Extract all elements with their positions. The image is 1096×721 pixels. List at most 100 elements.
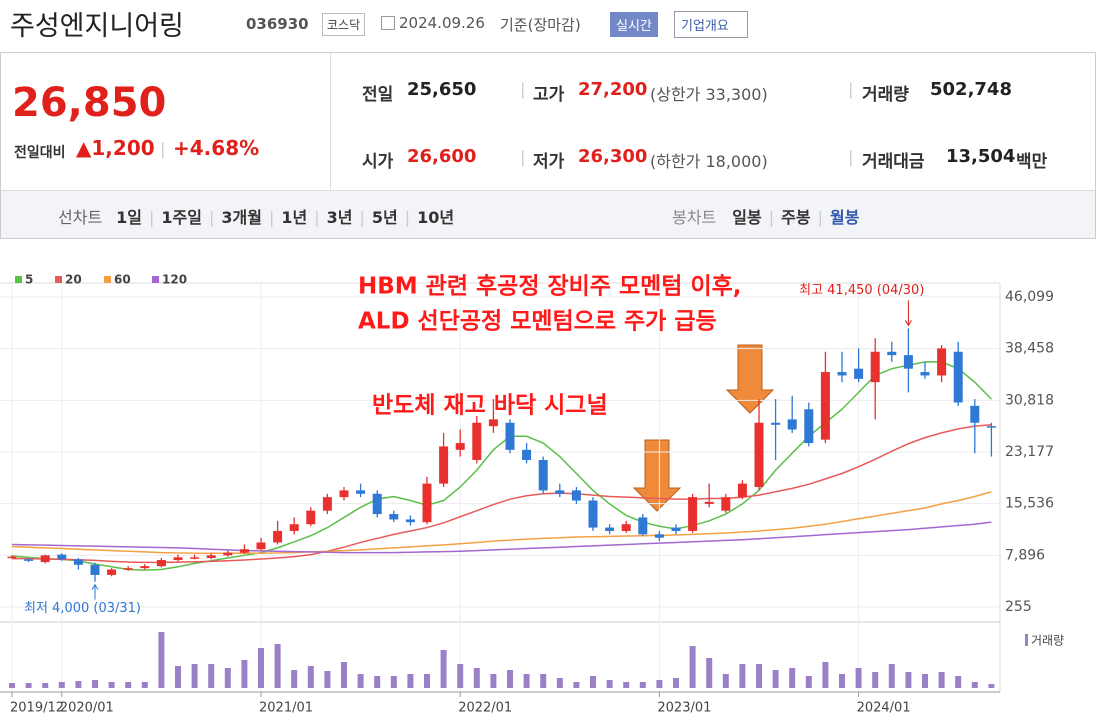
candle-body bbox=[455, 443, 465, 450]
candle-body bbox=[538, 459, 548, 491]
candle-body bbox=[156, 560, 166, 567]
label: 거래대금 bbox=[862, 152, 925, 172]
volume-bar bbox=[756, 664, 762, 688]
tab: 봉차트 bbox=[672, 208, 717, 227]
volume-bar bbox=[75, 681, 82, 688]
volume-bar bbox=[291, 670, 298, 688]
tab[interactable]: 월봉 bbox=[829, 208, 860, 227]
volume-bar bbox=[938, 672, 945, 688]
candle-body bbox=[223, 552, 233, 556]
volume-bar bbox=[955, 676, 962, 688]
divider bbox=[330, 52, 331, 190]
volume-bar bbox=[473, 668, 480, 688]
candle-body bbox=[472, 422, 482, 460]
x-tick-label: 2022/01 bbox=[458, 701, 512, 716]
change: ▲1,200 bbox=[76, 136, 155, 160]
x-tick-label: 2023/01 bbox=[657, 701, 711, 716]
volume-bar bbox=[25, 683, 32, 688]
change-pct: +4.68% bbox=[173, 136, 260, 160]
legend-swatch bbox=[55, 276, 62, 283]
x-tick-label: 2020/01 bbox=[60, 701, 114, 716]
volume-bar bbox=[656, 680, 663, 688]
tab[interactable]: 1년 bbox=[281, 208, 308, 227]
volume-bar bbox=[374, 676, 381, 688]
price: 26,850 bbox=[12, 80, 167, 126]
tab[interactable]: 1주일 bbox=[161, 208, 202, 227]
volume-bar bbox=[573, 682, 580, 688]
code: 036930 bbox=[246, 15, 309, 33]
volume-bar bbox=[971, 682, 978, 688]
realtime-button[interactable]: 실시간 bbox=[610, 12, 658, 37]
volume-bar bbox=[805, 676, 812, 688]
volume-bar bbox=[606, 680, 613, 688]
x-tick-label: 2021/01 bbox=[259, 701, 313, 716]
volume-bar bbox=[341, 662, 347, 688]
ma-line bbox=[11, 491, 992, 555]
tab[interactable]: 일봉 bbox=[732, 208, 762, 227]
candle-body bbox=[638, 517, 648, 535]
limit: (상한가 33,300) bbox=[650, 85, 768, 104]
sep: | bbox=[848, 80, 854, 99]
tab[interactable]: 3년 bbox=[326, 208, 353, 227]
candle-body bbox=[239, 549, 249, 553]
volume-bar bbox=[424, 674, 430, 688]
volume-bar bbox=[623, 682, 630, 688]
volume-bar bbox=[457, 664, 464, 688]
candle-body bbox=[721, 497, 731, 511]
volume-bar bbox=[673, 678, 679, 688]
tab[interactable]: 1일 bbox=[116, 208, 143, 227]
legend-swatch bbox=[104, 276, 111, 283]
legend-label: 60 bbox=[114, 273, 131, 287]
candle-body bbox=[273, 530, 283, 543]
tab[interactable]: 주봉 bbox=[781, 208, 811, 227]
value: 13,504 bbox=[946, 146, 1016, 167]
tab: | bbox=[768, 208, 775, 227]
candle-body bbox=[887, 351, 897, 356]
candle-body bbox=[953, 351, 963, 403]
candle-body bbox=[57, 554, 67, 560]
annotation: HBM 관련 후공정 장비주 모멘텀 이후, bbox=[358, 274, 742, 300]
annotation: 반도체 재고 바닥 시그널 bbox=[372, 393, 608, 419]
date: 2024.09.26 bbox=[399, 14, 485, 32]
company-dropdown[interactable]: 기업개요 bbox=[674, 11, 748, 38]
market-badge: 코스닥 bbox=[322, 13, 366, 36]
value: 26,600 bbox=[407, 146, 477, 167]
ma-line bbox=[12, 424, 992, 564]
value: 27,200 bbox=[578, 79, 648, 100]
tab[interactable]: 3개월 bbox=[221, 208, 262, 227]
candle-body bbox=[704, 501, 714, 504]
legend-swatch bbox=[152, 276, 159, 283]
candle-body bbox=[505, 422, 515, 450]
change-label: 전일대비 bbox=[14, 145, 66, 161]
basis: 기준(장마감) bbox=[500, 16, 581, 34]
y-tick-label: 23,177 bbox=[1005, 444, 1054, 460]
y-tick-label: 38,458 bbox=[1005, 341, 1054, 357]
tab: | bbox=[404, 208, 411, 227]
candle-body bbox=[970, 405, 980, 423]
candle-body bbox=[522, 449, 532, 460]
candle-body bbox=[654, 534, 664, 538]
candle-body bbox=[289, 524, 299, 531]
volume-bar bbox=[274, 644, 281, 688]
volume-bar bbox=[357, 674, 364, 688]
volume-bar bbox=[224, 668, 231, 688]
candle-body bbox=[73, 559, 83, 565]
volume-bar bbox=[689, 646, 696, 688]
volume-bar bbox=[639, 682, 646, 688]
tab[interactable]: 5년 bbox=[371, 208, 398, 227]
candle-body bbox=[173, 557, 183, 561]
min-label: 최저 4,000 (03/31) bbox=[24, 601, 141, 616]
label: 시가 bbox=[362, 152, 394, 172]
value: 502,748 bbox=[930, 79, 1012, 100]
volume-bar bbox=[390, 676, 397, 688]
label: 저가 bbox=[533, 152, 565, 172]
tab[interactable]: 10년 bbox=[417, 208, 455, 227]
volume-bar bbox=[158, 632, 165, 688]
volume-bar bbox=[590, 676, 596, 688]
candle-body bbox=[90, 564, 100, 575]
candle-body bbox=[7, 556, 17, 559]
y-tick-label: 46,099 bbox=[1005, 289, 1054, 305]
candle-body bbox=[854, 368, 864, 379]
tab: | bbox=[209, 208, 215, 227]
volume-bar bbox=[523, 674, 530, 688]
